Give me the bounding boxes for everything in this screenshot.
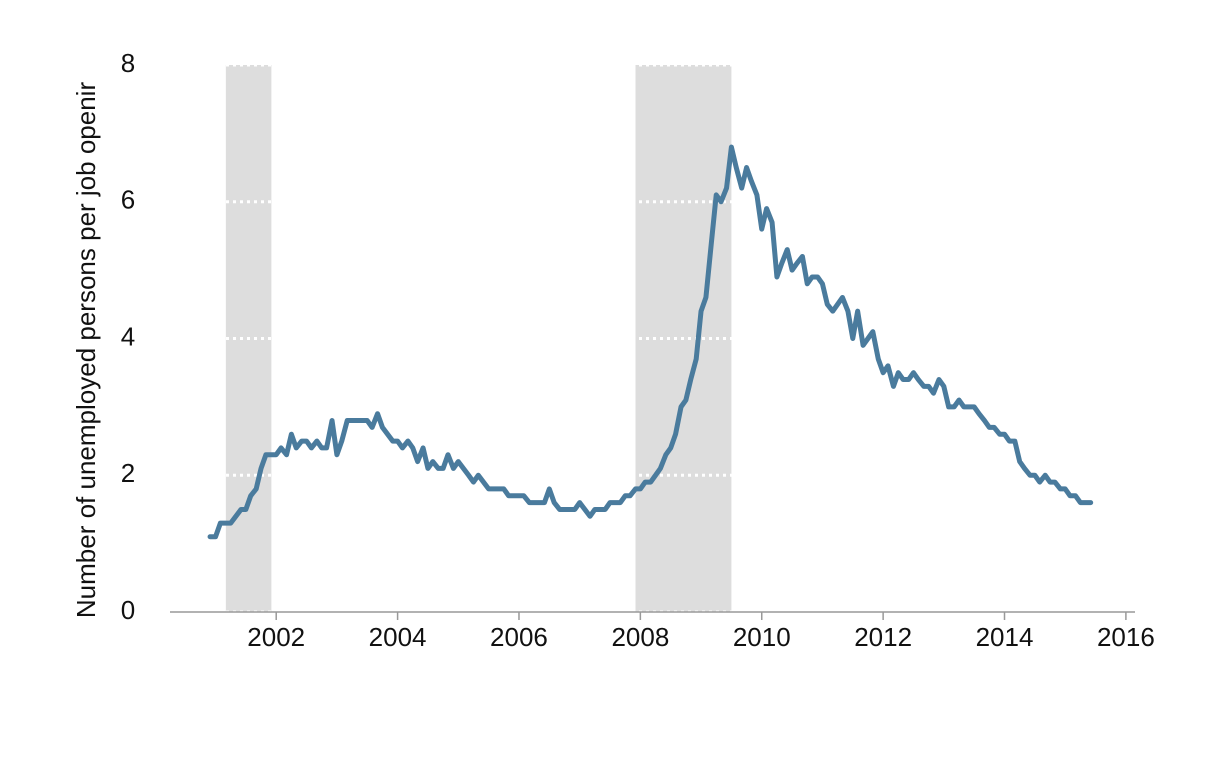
plot-layer — [207, 144, 1094, 540]
x-tick-label: 2012 — [854, 622, 912, 652]
x-tick-label: 2006 — [490, 622, 548, 652]
y-tick-label: 2 — [121, 458, 135, 488]
x-tick-label: 2016 — [1097, 622, 1155, 652]
x-tick-label: 2014 — [976, 622, 1034, 652]
y-axis-label: Number of unemployed persons per job ope… — [71, 82, 101, 619]
x-tick-label: 2002 — [247, 622, 305, 652]
data-line — [207, 144, 1094, 540]
x-tick-label: 2010 — [733, 622, 791, 652]
y-tick-label: 6 — [121, 185, 135, 215]
y-tick-label: 0 — [121, 595, 135, 625]
y-tick-label: 8 — [121, 48, 135, 78]
x-tick-label: 2008 — [611, 622, 669, 652]
y-tick-label: 4 — [121, 321, 135, 351]
axes-layer: 0 2 4 6 8 2002 2004 2006 2008 2010 2012 2014 2016 — [121, 48, 1155, 652]
x-tick-label: 2004 — [369, 622, 427, 652]
